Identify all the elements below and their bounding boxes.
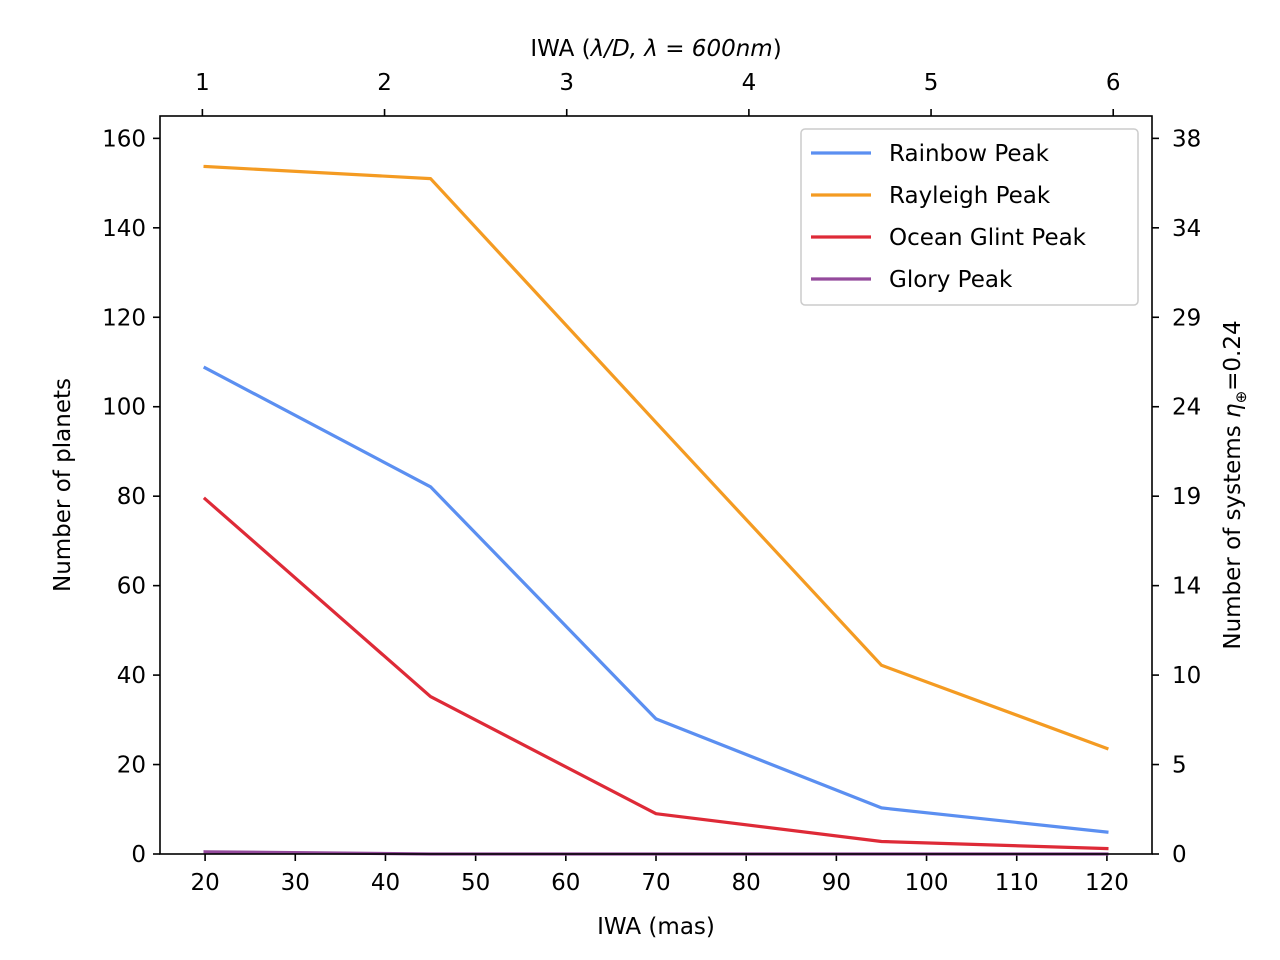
y-tick-label: 20 bbox=[117, 753, 146, 779]
secondary-y-label-eta: η bbox=[1220, 403, 1246, 418]
secondary-y-tick-label: 24 bbox=[1172, 395, 1201, 421]
secondary-x-label-math: λ/D, λ = 600nm bbox=[589, 36, 773, 62]
plot-frame bbox=[159, 115, 1153, 855]
x-axis-label: IWA (mas) bbox=[597, 914, 715, 940]
secondary-x-tick-label: 4 bbox=[742, 70, 757, 96]
secondary-x-tick-label: 1 bbox=[195, 70, 210, 96]
secondary-y-label-sub: ⊕ bbox=[1232, 391, 1250, 404]
legend-label: Rainbow Peak bbox=[889, 141, 1050, 167]
secondary-y-tick-label: 14 bbox=[1172, 574, 1201, 600]
x-tick-label: 110 bbox=[995, 870, 1039, 896]
x-tick-label: 40 bbox=[371, 870, 400, 896]
series-line-ocean-glint-peak bbox=[202, 496, 1109, 851]
legend: Rainbow Peak Rayleigh Peak Ocean Glint Pea… bbox=[800, 128, 1139, 306]
secondary-y-tick-label: 34 bbox=[1172, 216, 1201, 242]
legend-label: Ocean Glint Peak bbox=[889, 225, 1087, 251]
legend-box bbox=[800, 128, 1139, 306]
secondary-x-tick-label: 3 bbox=[559, 70, 574, 96]
secondary-y-tick-label: 0 bbox=[1172, 842, 1187, 868]
secondary-x-tick-label: 6 bbox=[1106, 70, 1121, 96]
y-tick-label: 40 bbox=[117, 663, 146, 689]
secondary-y-axis-label: Number of systems η⊕=0.24 bbox=[1220, 320, 1250, 649]
x-tick-label: 80 bbox=[732, 870, 761, 896]
x-tick-label: 30 bbox=[281, 870, 310, 896]
x-tick-label: 70 bbox=[641, 870, 670, 896]
y-tick-label: 60 bbox=[117, 574, 146, 600]
series-line-rayleigh-peak bbox=[203, 164, 1109, 751]
secondary-y-tick-label: 38 bbox=[1172, 126, 1201, 152]
x-tick-label: 20 bbox=[190, 870, 219, 896]
y-tick-label: 80 bbox=[117, 484, 146, 510]
y-tick-label: 100 bbox=[102, 395, 146, 421]
legend-label: Rayleigh Peak bbox=[889, 183, 1051, 209]
x-tick-label: 60 bbox=[551, 870, 580, 896]
x-tick-label: 90 bbox=[822, 870, 851, 896]
secondary-x-tick-label: 5 bbox=[924, 70, 939, 96]
secondary-y-tick-label: 5 bbox=[1172, 753, 1187, 779]
y-tick-label: 160 bbox=[102, 126, 146, 152]
x-tick-label: 100 bbox=[905, 870, 949, 896]
series-line-rainbow-peak bbox=[202, 365, 1109, 834]
y-tick-label: 140 bbox=[102, 216, 146, 242]
y-tick-label: 120 bbox=[102, 305, 146, 331]
secondary-x-axis-label: IWA (λ/D, λ = 600nm) bbox=[530, 36, 781, 62]
x-tick-label: 50 bbox=[461, 870, 490, 896]
secondary-y-tick-label: 19 bbox=[1172, 484, 1201, 510]
y-axis-label: Number of planets bbox=[50, 378, 76, 592]
secondary-y-tick-label: 29 bbox=[1172, 305, 1201, 331]
secondary-x-label-suffix: ) bbox=[773, 36, 782, 62]
secondary-y-label-suffix: =0.24 bbox=[1220, 320, 1246, 390]
x-tick-label: 120 bbox=[1085, 870, 1129, 896]
y-tick-label: 0 bbox=[131, 842, 146, 868]
secondary-y-label-prefix: Number of systems bbox=[1220, 418, 1246, 650]
tick-layer: 20 30 40 50 60 70 80 90 100 110 120020406080100120… bbox=[102, 70, 1201, 896]
secondary-x-label-prefix: IWA ( bbox=[530, 36, 590, 62]
secondary-y-tick-label: 10 bbox=[1172, 663, 1201, 689]
secondary-x-tick-label: 2 bbox=[377, 70, 392, 96]
legend-label: Glory Peak bbox=[889, 267, 1013, 293]
